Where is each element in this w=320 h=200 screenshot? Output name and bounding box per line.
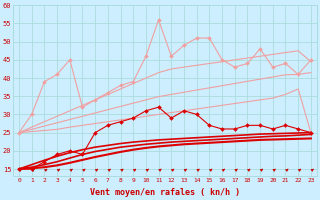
X-axis label: Vent moyen/en rafales ( kn/h ): Vent moyen/en rafales ( kn/h ) xyxy=(90,188,240,197)
